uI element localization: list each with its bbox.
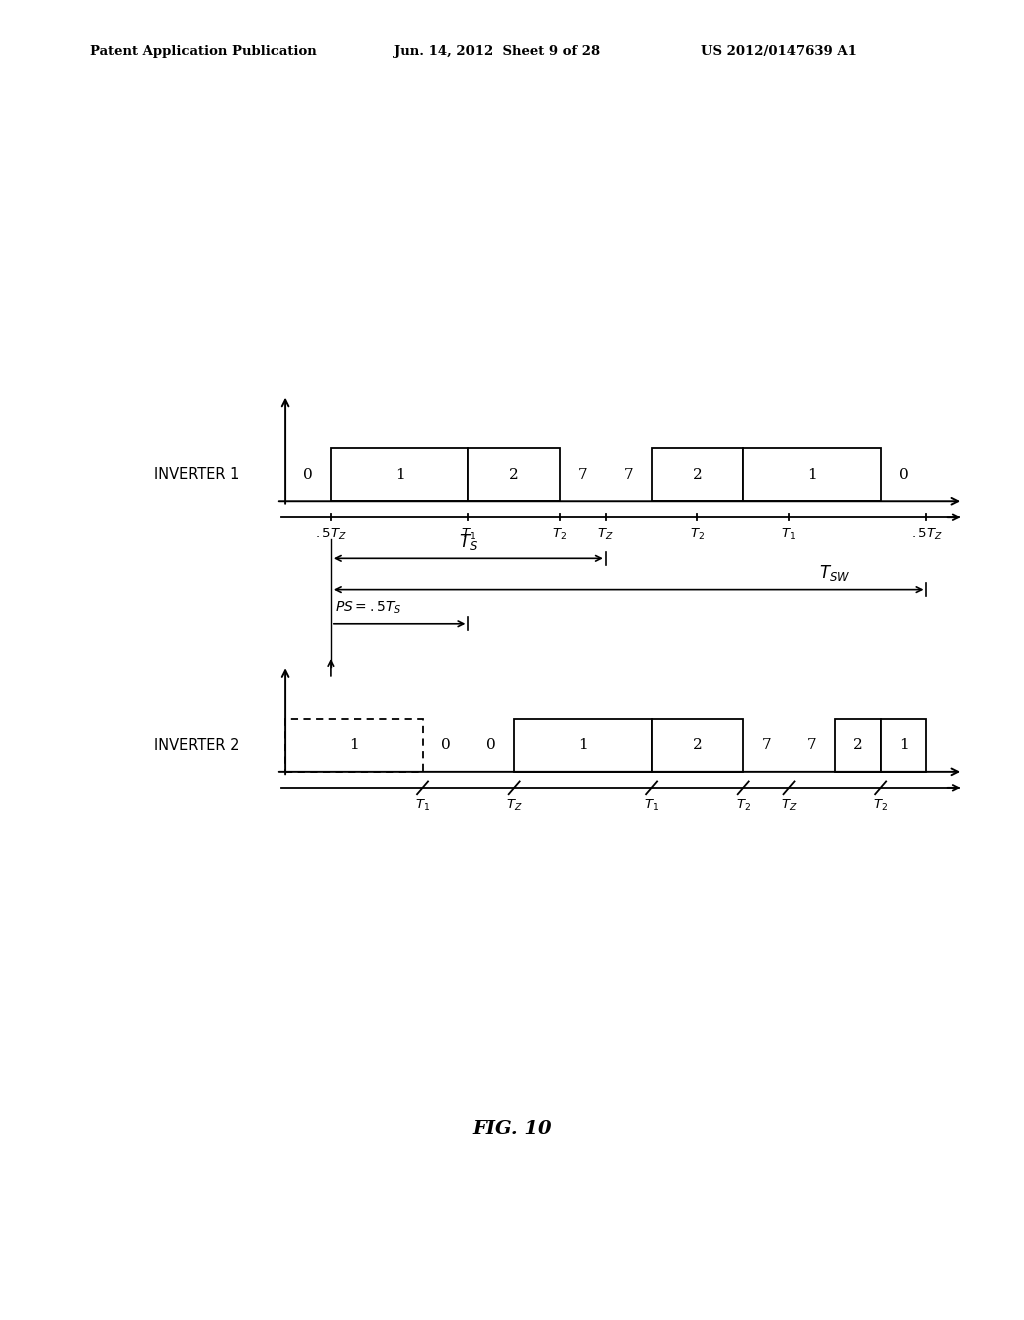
- Text: $T_Z$: $T_Z$: [780, 797, 798, 813]
- Text: 0: 0: [303, 467, 313, 482]
- Bar: [285, 718, 423, 772]
- Text: INVERTER 2: INVERTER 2: [154, 738, 240, 752]
- Text: 0: 0: [899, 467, 908, 482]
- Text: 0: 0: [486, 738, 496, 752]
- Text: Patent Application Publication: Patent Application Publication: [90, 45, 316, 58]
- Text: INVERTER 1: INVERTER 1: [154, 467, 240, 482]
- Text: 7: 7: [579, 467, 588, 482]
- Text: $T_1$: $T_1$: [644, 797, 659, 813]
- Text: 2: 2: [692, 738, 702, 752]
- Text: 7: 7: [761, 738, 771, 752]
- Text: $T_{SW}$: $T_{SW}$: [819, 564, 851, 583]
- Text: $T_1$: $T_1$: [415, 797, 430, 813]
- Text: 7: 7: [624, 467, 634, 482]
- Text: 2: 2: [692, 467, 702, 482]
- Text: 1: 1: [807, 467, 817, 482]
- Bar: [651, 447, 743, 502]
- Bar: [331, 447, 468, 502]
- Text: $T_2$: $T_2$: [735, 797, 751, 813]
- Text: 0: 0: [440, 738, 451, 752]
- Bar: [881, 718, 927, 772]
- Text: $T_S$: $T_S$: [459, 532, 478, 552]
- Text: US 2012/0147639 A1: US 2012/0147639 A1: [701, 45, 857, 58]
- Text: $.5T_Z$: $.5T_Z$: [315, 527, 347, 543]
- Text: $T_Z$: $T_Z$: [597, 527, 614, 543]
- Text: 7: 7: [807, 738, 817, 752]
- Bar: [514, 718, 651, 772]
- Text: 2: 2: [509, 467, 519, 482]
- Text: $T_1$: $T_1$: [781, 527, 797, 543]
- Text: FIG. 10: FIG. 10: [472, 1119, 552, 1138]
- Text: $T_2$: $T_2$: [690, 527, 705, 543]
- Text: $T_1$: $T_1$: [461, 527, 476, 543]
- Text: 1: 1: [899, 738, 908, 752]
- Text: Jun. 14, 2012  Sheet 9 of 28: Jun. 14, 2012 Sheet 9 of 28: [394, 45, 600, 58]
- Bar: [651, 718, 743, 772]
- Bar: [468, 447, 560, 502]
- Text: $.5T_Z$: $.5T_Z$: [910, 527, 942, 543]
- Bar: [743, 447, 881, 502]
- Text: 2: 2: [853, 738, 862, 752]
- Text: 1: 1: [349, 738, 358, 752]
- Text: $PS=.5T_S$: $PS=.5T_S$: [336, 599, 402, 616]
- Text: $T_2$: $T_2$: [553, 527, 567, 543]
- Text: $T_Z$: $T_Z$: [506, 797, 522, 813]
- Text: $T_2$: $T_2$: [873, 797, 888, 813]
- Bar: [835, 718, 881, 772]
- Text: 1: 1: [578, 738, 588, 752]
- Text: 1: 1: [395, 467, 404, 482]
